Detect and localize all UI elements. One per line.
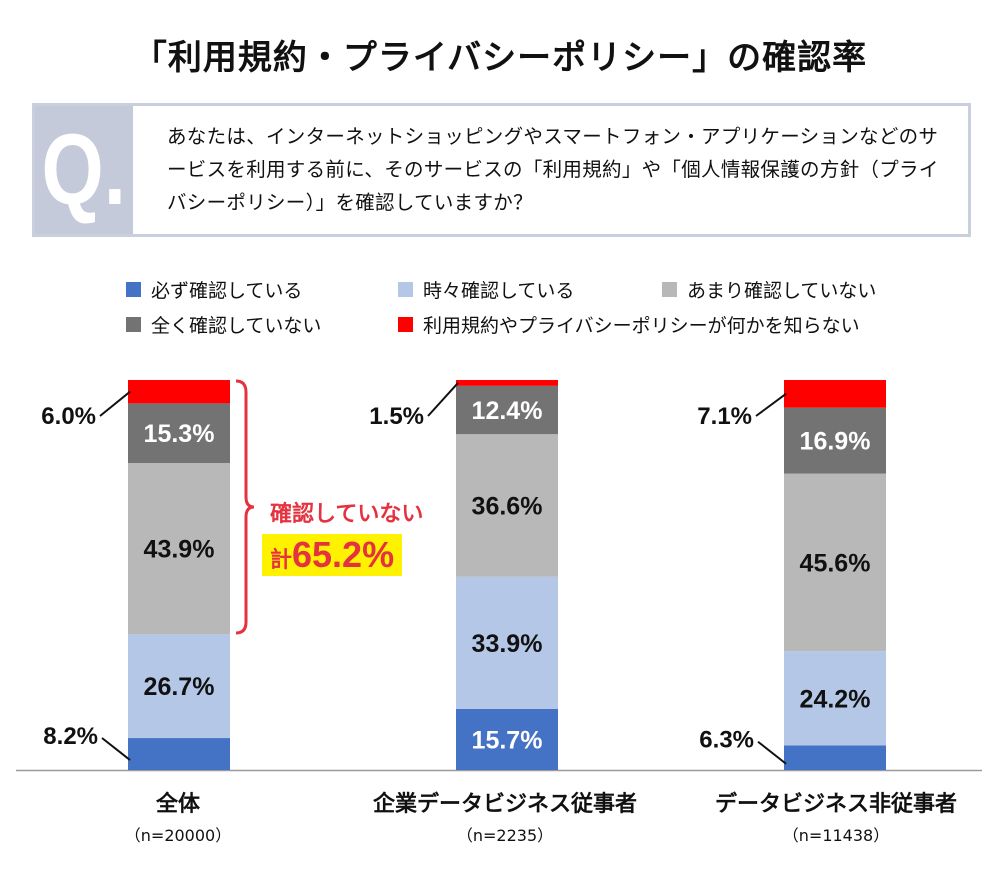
bar-segment — [456, 380, 558, 386]
legend-label: 利用規約やプライバシーポリシーが何かを知らない — [423, 315, 860, 337]
legend-item: あまり確認していない — [662, 276, 876, 303]
leader-line — [757, 740, 787, 765]
segment-label: 24.2% — [800, 685, 871, 713]
leader-line — [99, 390, 131, 417]
legend-item: 時々確認している — [398, 276, 574, 303]
callout-value: 65.2% — [292, 534, 395, 575]
leader-line — [755, 393, 787, 417]
legend-item: 全く確認していない — [126, 311, 321, 338]
bar-segment — [784, 380, 886, 408]
segment-label: 15.3% — [144, 420, 215, 448]
question-badge-text: Q. — [41, 114, 127, 226]
legend-swatch — [662, 282, 677, 297]
bar-segment — [128, 380, 230, 404]
callout-bracket — [235, 379, 255, 635]
bar-segment — [784, 407, 886, 474]
callout-label: 確認していない — [270, 502, 424, 527]
category-label: 企業データビジネス従事者 — [372, 792, 637, 817]
chart-title: 「利用規約・プライバシーポリシー」の確認率 — [132, 38, 868, 78]
bar-segment — [456, 576, 558, 709]
bar-segment — [128, 462, 230, 635]
segment-label: 7.1% — [697, 403, 752, 430]
bar-segment — [784, 473, 886, 652]
category-label: 全体 — [155, 792, 200, 817]
bar-segment — [128, 403, 230, 463]
segment-label: 1.5% — [369, 403, 424, 430]
leader-line — [101, 737, 131, 761]
segment-label: 45.6% — [800, 549, 871, 577]
question-badge: Q. — [35, 106, 133, 234]
bar-segment — [128, 738, 230, 770]
segment-label: 43.9% — [144, 536, 215, 564]
segment-label: 15.7% — [472, 726, 543, 754]
legend-item: 利用規約やプライバシーポリシーが何かを知らない — [398, 311, 860, 338]
legend-swatch — [126, 317, 141, 332]
question-box: Q. あなたは、インターネットショッピングやスマートフォン・アプリケーションなど… — [32, 103, 971, 237]
leader-line — [427, 382, 459, 417]
legend-label: あまり確認していない — [687, 280, 877, 302]
legend-swatch — [126, 282, 141, 297]
sample-size: （n=11438） — [782, 826, 890, 845]
legend-item: 必ず確認している — [126, 276, 302, 303]
segment-label: 33.9% — [472, 630, 543, 658]
bar-segment — [456, 434, 558, 577]
legend-swatch — [398, 282, 413, 297]
segment-label: 36.6% — [472, 492, 543, 520]
segment-label: 12.4% — [472, 397, 543, 425]
callout-highlight: 計65.2% — [262, 534, 403, 576]
category-label: データビジネス非従事者 — [714, 792, 957, 817]
bar-segment — [456, 708, 558, 770]
segment-label: 26.7% — [144, 673, 215, 701]
question-text: あなたは、インターネットショッピングやスマートフォン・アプリケーションなどのサー… — [167, 125, 939, 214]
bar-segment — [784, 651, 886, 746]
sample-size: （n=2235） — [456, 826, 554, 845]
segment-label: 6.3% — [699, 727, 754, 754]
segment-label: 8.2% — [43, 723, 98, 750]
bar-segment — [784, 745, 886, 770]
legend-label: 時々確認している — [423, 280, 575, 302]
sample-size: （n=20000） — [124, 826, 232, 845]
callout-not-checked: 確認していない 計65.2% — [262, 496, 452, 576]
bar-segment — [456, 385, 558, 435]
bar-segment — [128, 634, 230, 739]
segment-label: 16.9% — [800, 428, 871, 456]
callout-prefix: 計 — [270, 548, 293, 573]
segment-label: 6.0% — [41, 403, 96, 430]
legend-label: 全く確認していない — [151, 315, 322, 337]
legend-swatch — [398, 317, 413, 332]
legend-label: 必ず確認している — [151, 280, 303, 302]
